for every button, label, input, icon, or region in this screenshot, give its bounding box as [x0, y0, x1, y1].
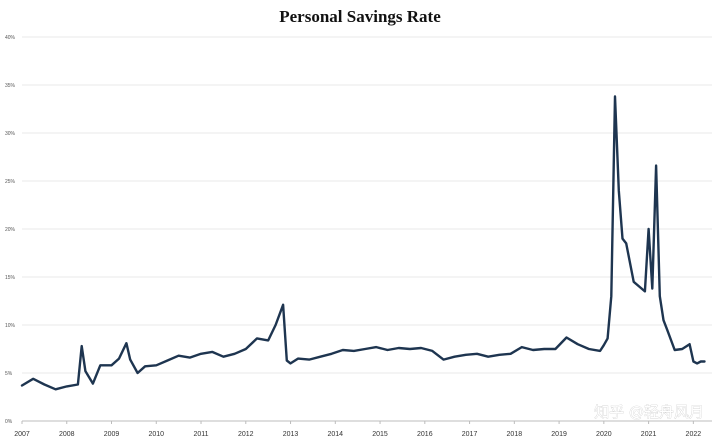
x-tick-label: 2017 [462, 431, 478, 438]
y-tick-label: 35% [5, 83, 16, 89]
y-tick-label: 0% [5, 419, 13, 425]
y-tick-label: 5% [5, 371, 13, 377]
series-line [20, 95, 706, 391]
x-tick-label: 2019 [551, 431, 567, 438]
x-tick-label: 2021 [641, 431, 657, 438]
x-axis: 2007 2008 2009 2010 2011 2012 2013 2014 2015 2016… [14, 420, 712, 438]
y-tick-label: 30% [5, 131, 16, 137]
chart-title: Personal Savings Rate [279, 7, 441, 26]
x-tick-label: 2010 [148, 431, 164, 438]
x-tick-label: 2008 [59, 431, 75, 438]
y-tick-label: 40% [5, 35, 16, 41]
series-layer [20, 95, 706, 391]
y-tick-label: 20% [5, 227, 16, 233]
watermark: 知乎 @轻舟风月 [594, 403, 704, 421]
y-tick-label: 10% [5, 323, 16, 329]
y-tick-label: 25% [5, 179, 16, 185]
x-tick-label: 2012 [238, 431, 254, 438]
x-tick-label: 2022 [686, 431, 702, 438]
x-tick-label: 2011 [193, 431, 208, 438]
y-axis: 0% 5% 10% 15% 20% 25% 30% 35% 40% [5, 35, 16, 425]
x-tick-label: 2007 [14, 431, 30, 438]
y-tick-label: 15% [5, 275, 16, 281]
grid-lines [22, 36, 712, 374]
x-tick-label: 2016 [417, 431, 433, 438]
x-tick-label: 2015 [372, 431, 388, 438]
x-tick-label: 2018 [507, 431, 523, 438]
x-tick-label: 2014 [328, 431, 344, 438]
x-tick-label: 2009 [104, 431, 120, 438]
x-tick-label: 2013 [283, 431, 299, 438]
x-tick-label: 2020 [596, 431, 612, 438]
